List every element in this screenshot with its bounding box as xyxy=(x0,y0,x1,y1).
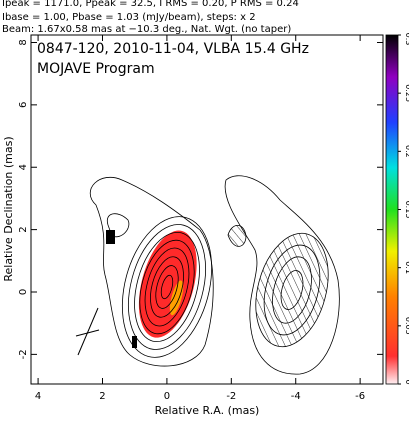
contour xyxy=(227,224,247,247)
contour xyxy=(263,244,321,336)
x-tick-label: 0 xyxy=(164,391,170,402)
contour xyxy=(280,270,304,310)
contour xyxy=(139,239,195,335)
colorbar-tick-label: 0.15 xyxy=(404,201,409,219)
y-axis-label: Relative Declination (mas) xyxy=(2,136,15,281)
contour xyxy=(89,176,214,367)
x-tick-label: -6 xyxy=(355,391,365,402)
contour xyxy=(121,216,213,358)
contour xyxy=(272,256,312,324)
y-tick-label: 4 xyxy=(18,164,29,170)
axes: 4 2 0 -2 -4 -6 -2 0 2 4 6 8 0 0.05 0.1 0.15 0.2 0.25 0.3 xyxy=(18,33,409,402)
chart-title: 0847-120, 2010-11-04, VLBA 15.4 GHz xyxy=(37,41,309,57)
plot-frame xyxy=(30,34,384,385)
contour xyxy=(224,175,340,375)
contour xyxy=(144,247,190,327)
header-line: Ipeak = 1171.0, Ppeak = 32.5, I RMS = 0.… xyxy=(2,0,299,9)
x-tick-label: -2 xyxy=(226,391,236,402)
emission xyxy=(169,280,184,316)
chart-subtitle: MOJAVE Program xyxy=(37,61,155,77)
blob xyxy=(132,336,137,348)
header-line: Beam: 1.67x0.58 mas at −10.3 deg., Nat. … xyxy=(2,24,291,35)
colorbar-tick-label: 0.1 xyxy=(404,261,409,274)
x-axis-label: Relative R.A. (mas) xyxy=(155,404,260,417)
beam xyxy=(75,329,100,337)
colorbar-tick-label: 0.2 xyxy=(404,145,409,158)
y-tick-label: -2 xyxy=(18,349,29,359)
y-tick-label: 2 xyxy=(18,226,29,232)
contour xyxy=(160,274,174,300)
colorbar-tick-label: 0.05 xyxy=(404,317,409,335)
contour xyxy=(155,265,179,309)
beam xyxy=(77,307,99,356)
y-tick-label: 8 xyxy=(18,39,29,45)
contour xyxy=(255,232,329,348)
x-tick-label: -4 xyxy=(291,391,301,402)
colorbar xyxy=(385,34,399,385)
contour xyxy=(150,256,184,318)
contour xyxy=(134,231,200,343)
emission xyxy=(138,230,197,338)
x-tick-label: 4 xyxy=(35,391,41,402)
contour xyxy=(128,224,206,350)
blob xyxy=(106,230,115,244)
colorbar-tick-label: 0.3 xyxy=(404,33,409,46)
colorbar-tick-label: 0 xyxy=(404,379,409,384)
colorbar-tick-label: 0.25 xyxy=(404,84,409,102)
map xyxy=(75,175,340,375)
header-line: Ibase = 1.00, Pbase = 1.03 (mJy/beam), s… xyxy=(2,12,256,23)
contour xyxy=(106,213,130,238)
y-tick-label: 0 xyxy=(18,289,29,295)
x-tick-label: 2 xyxy=(99,391,105,402)
y-tick-label: 6 xyxy=(18,102,29,108)
